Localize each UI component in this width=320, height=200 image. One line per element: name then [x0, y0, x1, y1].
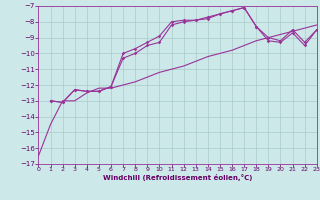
X-axis label: Windchill (Refroidissement éolien,°C): Windchill (Refroidissement éolien,°C): [103, 174, 252, 181]
